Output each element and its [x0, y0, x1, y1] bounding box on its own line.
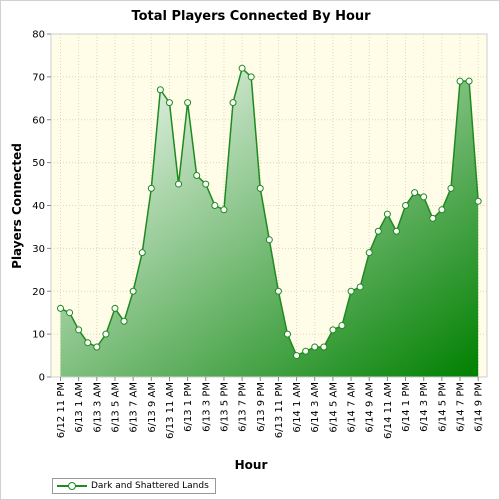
data-point — [365, 249, 373, 257]
x-tick-label: 6/14 1 AM — [292, 382, 303, 433]
data-point — [84, 339, 92, 347]
data-point — [220, 206, 228, 214]
x-tick-label: 6/13 3 AM — [92, 382, 103, 433]
data-point — [211, 202, 219, 209]
x-tick-label: 6/12 11 PM — [56, 382, 67, 438]
y-tick-label: 80 — [32, 30, 45, 41]
data-point — [356, 283, 364, 291]
data-point — [247, 73, 255, 81]
data-point — [265, 236, 273, 244]
data-point — [347, 287, 355, 295]
data-point — [402, 202, 410, 209]
x-tick-label: 6/13 9 PM — [256, 382, 267, 432]
x-tick-label: 6/13 1 PM — [183, 382, 194, 432]
data-point — [274, 287, 282, 295]
x-tick-label: 6/13 5 AM — [110, 382, 121, 433]
data-point — [57, 304, 64, 312]
x-tick-label: 6/14 1 PM — [401, 382, 412, 432]
x-tick-label: 6/14 9 PM — [474, 382, 485, 432]
data-point — [256, 184, 264, 192]
chart-title: Total Players Connected By Hour — [131, 9, 371, 24]
data-point — [193, 171, 201, 179]
data-point — [447, 184, 455, 192]
y-tick-label: 20 — [32, 287, 45, 298]
data-point — [456, 77, 464, 85]
data-point — [129, 287, 137, 295]
x-tick-label: 6/14 9 AM — [365, 382, 376, 433]
data-point — [93, 343, 101, 351]
data-point — [465, 77, 473, 85]
data-point — [374, 227, 382, 235]
data-point — [311, 343, 319, 351]
x-tick-label: 6/13 11 AM — [165, 382, 176, 439]
data-point — [438, 206, 446, 214]
x-tick-label: 6/14 3 AM — [310, 382, 321, 433]
data-point — [66, 309, 74, 317]
data-point — [329, 326, 337, 334]
data-point — [320, 343, 328, 351]
y-tick-label: 70 — [32, 72, 45, 83]
x-tick-label: 6/14 7 AM — [347, 382, 358, 433]
series-area — [60, 68, 479, 378]
data-point — [138, 249, 146, 257]
y-tick-label: 0 — [39, 373, 45, 384]
data-point — [75, 326, 83, 334]
x-tick-label: 6/14 5 AM — [328, 382, 339, 433]
y-tick-label: 50 — [32, 158, 45, 169]
data-point — [474, 197, 482, 205]
data-point — [202, 180, 210, 188]
x-tick-label: 6/13 5 PM — [219, 382, 230, 432]
data-point — [111, 304, 119, 312]
data-point — [102, 330, 110, 338]
y-tick-label: 30 — [32, 244, 45, 255]
x-tick-label: 6/14 7 PM — [456, 382, 467, 432]
x-tick-label: 6/13 3 PM — [201, 382, 212, 432]
data-point — [156, 86, 164, 94]
data-point — [293, 352, 301, 360]
y-tick-label: 10 — [32, 330, 45, 341]
data-point — [383, 210, 391, 218]
data-point — [175, 180, 183, 188]
x-tick-label: 6/13 1 AM — [74, 382, 85, 433]
x-tick-label: 6/14 3 PM — [419, 382, 430, 432]
data-point — [147, 184, 155, 192]
data-point — [420, 193, 428, 201]
data-point — [392, 227, 400, 235]
data-point — [120, 317, 128, 325]
x-tick-label: 6/14 11 AM — [383, 382, 394, 439]
data-point — [284, 330, 291, 338]
data-point — [184, 99, 192, 107]
x-tick-label: 6/14 5 PM — [437, 382, 448, 432]
x-tick-label: 6/13 7 PM — [238, 382, 249, 432]
x-axis-label: Hour — [234, 458, 268, 472]
legend-series-swatch — [57, 481, 87, 491]
x-tick-label: 6/13 9 AM — [147, 382, 158, 433]
y-tick-label: 60 — [32, 115, 45, 126]
data-point — [238, 64, 246, 72]
data-point — [302, 347, 310, 355]
data-point — [429, 214, 437, 222]
data-point — [165, 99, 173, 107]
legend: Dark and Shattered Lands — [52, 478, 216, 494]
x-tick-label: 6/13 11 PM — [274, 382, 285, 438]
y-tick-label: 40 — [32, 201, 45, 212]
data-point — [411, 189, 419, 197]
x-tick-label: 6/13 7 AM — [129, 382, 140, 433]
data-point — [229, 99, 237, 107]
legend-series-label: Dark and Shattered Lands — [91, 481, 209, 491]
data-point — [338, 322, 346, 330]
